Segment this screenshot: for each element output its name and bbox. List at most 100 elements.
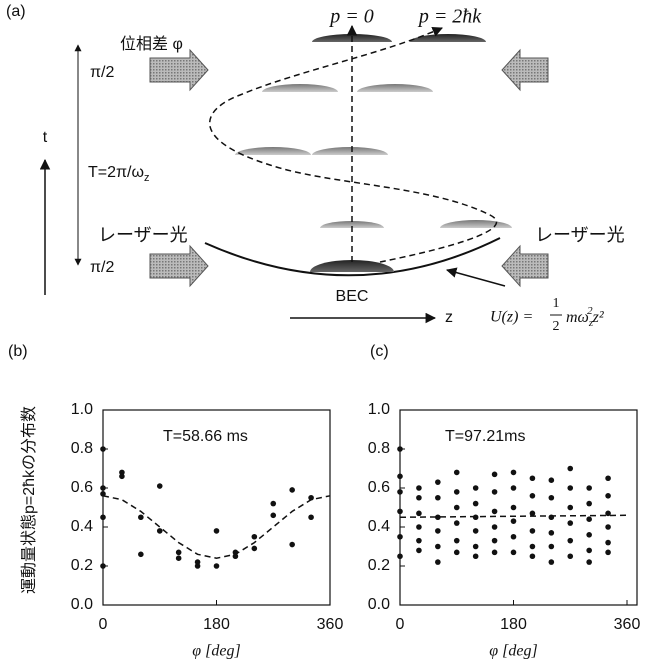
data-point xyxy=(416,510,422,517)
data-point xyxy=(491,508,498,515)
data-point xyxy=(251,545,258,552)
data-point xyxy=(567,504,574,511)
data-point xyxy=(605,475,611,482)
data-point xyxy=(510,504,517,511)
data-point xyxy=(605,524,611,530)
data-point xyxy=(567,465,574,472)
data-point xyxy=(605,510,611,517)
momentum-label: p = 2ħk xyxy=(417,6,482,28)
data-point xyxy=(194,559,201,565)
data-point xyxy=(156,528,163,534)
data-point xyxy=(138,514,144,521)
data-point xyxy=(586,500,592,507)
data-point xyxy=(416,494,422,501)
data-point xyxy=(416,485,422,491)
y-tick-label: 0.2 xyxy=(368,557,390,574)
x-tick-label: 0 xyxy=(396,616,405,633)
data-point xyxy=(567,520,574,526)
x-tick-label: 360 xyxy=(614,616,641,633)
data-point xyxy=(586,532,592,538)
data-point xyxy=(529,475,536,482)
data-point xyxy=(586,516,592,522)
x-axis-label: φ [deg] xyxy=(489,643,537,660)
period-sub: z xyxy=(144,172,150,184)
data-point xyxy=(213,563,220,569)
data-point xyxy=(119,469,125,476)
y-tick-label: 0.6 xyxy=(71,479,93,496)
data-point xyxy=(270,500,277,507)
period-main: T=2π/ω xyxy=(88,164,144,181)
data-point xyxy=(510,533,517,540)
y-tick-label: 0.6 xyxy=(368,479,390,496)
data-point xyxy=(416,524,422,530)
data-point xyxy=(397,489,403,495)
data-point xyxy=(472,528,479,534)
data-point xyxy=(416,547,422,554)
pulse-label: π/2 xyxy=(90,259,114,276)
data-point xyxy=(435,528,441,534)
formula-sub: z xyxy=(588,317,594,329)
y-tick-label: 0.4 xyxy=(368,518,390,535)
data-point xyxy=(510,549,517,556)
data-point xyxy=(548,477,555,484)
data-point xyxy=(453,520,460,526)
data-point xyxy=(567,553,574,560)
fit-curve xyxy=(102,495,331,559)
data-point xyxy=(510,485,517,491)
momentum-label: p = 0 xyxy=(328,6,374,28)
x-tick-label: 180 xyxy=(203,616,230,633)
data-point xyxy=(529,543,536,550)
annotation: T=58.66 ms xyxy=(163,428,248,445)
data-point xyxy=(491,471,498,478)
data-point xyxy=(435,494,441,501)
data-point xyxy=(100,485,106,491)
formula-den: 2 xyxy=(553,319,560,334)
data-point xyxy=(156,483,163,489)
bec-label: BEC xyxy=(336,288,369,305)
y-tick-label: 0.0 xyxy=(71,596,93,613)
formula-num: 1 xyxy=(553,296,560,311)
data-point xyxy=(491,489,498,495)
data-point xyxy=(397,533,403,540)
data-point xyxy=(213,528,220,534)
data-point xyxy=(510,518,517,524)
data-point xyxy=(529,493,536,499)
data-point xyxy=(567,537,574,544)
data-point xyxy=(453,489,460,495)
data-point xyxy=(175,555,182,561)
data-point xyxy=(453,537,460,544)
formula-tail: z² xyxy=(592,309,605,326)
data-point xyxy=(529,553,536,560)
data-point xyxy=(397,553,403,560)
data-point xyxy=(175,549,182,556)
data-point xyxy=(308,514,314,521)
data-point xyxy=(435,479,441,485)
y-tick-label: 0.8 xyxy=(368,440,390,457)
formula-term-main: mω xyxy=(566,309,589,326)
panel-label: (c) xyxy=(370,343,389,360)
plot-frame xyxy=(399,409,638,606)
y-tick-label: 0.4 xyxy=(71,518,93,535)
time-label: t xyxy=(43,129,48,146)
data-point xyxy=(605,539,611,546)
fit-curve xyxy=(399,514,628,518)
y-tick-label: 0.8 xyxy=(71,440,93,457)
data-point xyxy=(548,559,555,565)
data-point xyxy=(472,485,479,491)
data-point xyxy=(605,549,611,556)
x-axis-label: φ [deg] xyxy=(192,643,240,660)
data-point xyxy=(289,487,295,493)
data-point xyxy=(472,553,479,560)
data-point xyxy=(100,514,106,521)
panel-label: (b) xyxy=(8,343,28,360)
y-tick-label: 0.0 xyxy=(368,596,390,613)
data-point xyxy=(586,559,592,565)
laser-label: レーザー光 xyxy=(98,225,188,245)
data-point xyxy=(472,543,479,550)
data-point xyxy=(586,547,592,554)
y-tick-label: 1.0 xyxy=(71,401,93,418)
x-tick-label: 180 xyxy=(500,616,527,633)
data-point xyxy=(472,500,479,507)
data-point xyxy=(194,563,201,569)
data-point xyxy=(586,485,592,491)
